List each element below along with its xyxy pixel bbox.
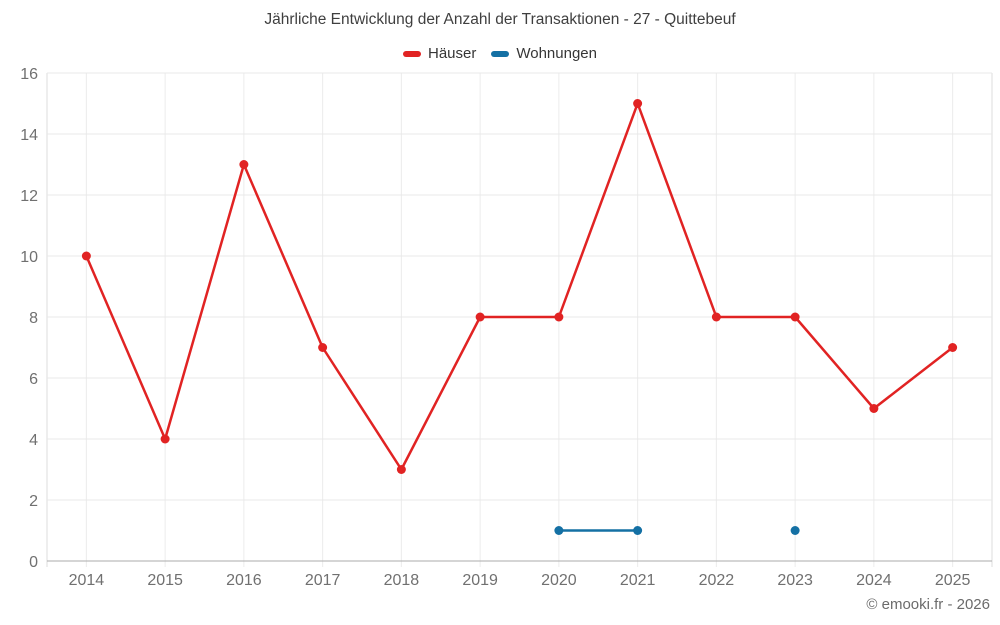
legend-label-haeuser: Häuser bbox=[428, 45, 477, 62]
svg-text:14: 14 bbox=[20, 127, 38, 144]
svg-text:2: 2 bbox=[29, 493, 38, 510]
svg-text:2021: 2021 bbox=[620, 572, 656, 589]
svg-text:2015: 2015 bbox=[147, 572, 183, 589]
svg-text:2014: 2014 bbox=[69, 572, 105, 589]
svg-text:8: 8 bbox=[29, 310, 38, 327]
svg-text:2023: 2023 bbox=[777, 572, 813, 589]
legend-item-wohnungen[interactable]: Wohnungen bbox=[491, 45, 597, 62]
copyright: © emooki.fr - 2026 bbox=[866, 596, 990, 613]
svg-text:12: 12 bbox=[20, 188, 38, 205]
svg-text:2018: 2018 bbox=[384, 572, 420, 589]
legend-label-wohnungen: Wohnungen bbox=[516, 45, 597, 62]
svg-text:2017: 2017 bbox=[305, 572, 341, 589]
svg-text:6: 6 bbox=[29, 371, 38, 388]
svg-text:0: 0 bbox=[29, 554, 38, 571]
svg-text:2016: 2016 bbox=[226, 572, 262, 589]
svg-text:2022: 2022 bbox=[699, 572, 735, 589]
chart-legend: Häuser Wohnungen bbox=[0, 45, 1000, 62]
svg-text:2020: 2020 bbox=[541, 572, 577, 589]
legend-item-haeuser[interactable]: Häuser bbox=[403, 45, 476, 62]
svg-text:4: 4 bbox=[29, 432, 38, 449]
svg-text:16: 16 bbox=[20, 66, 38, 83]
svg-text:2019: 2019 bbox=[462, 572, 498, 589]
legend-swatch-haeuser-icon bbox=[403, 50, 421, 57]
svg-text:2024: 2024 bbox=[856, 572, 892, 589]
chart-title: Jährliche Entwicklung der Anzahl der Tra… bbox=[264, 11, 736, 28]
legend-swatch-wohnungen-icon bbox=[491, 50, 510, 57]
svg-text:2025: 2025 bbox=[935, 572, 971, 589]
svg-text:10: 10 bbox=[20, 249, 38, 266]
